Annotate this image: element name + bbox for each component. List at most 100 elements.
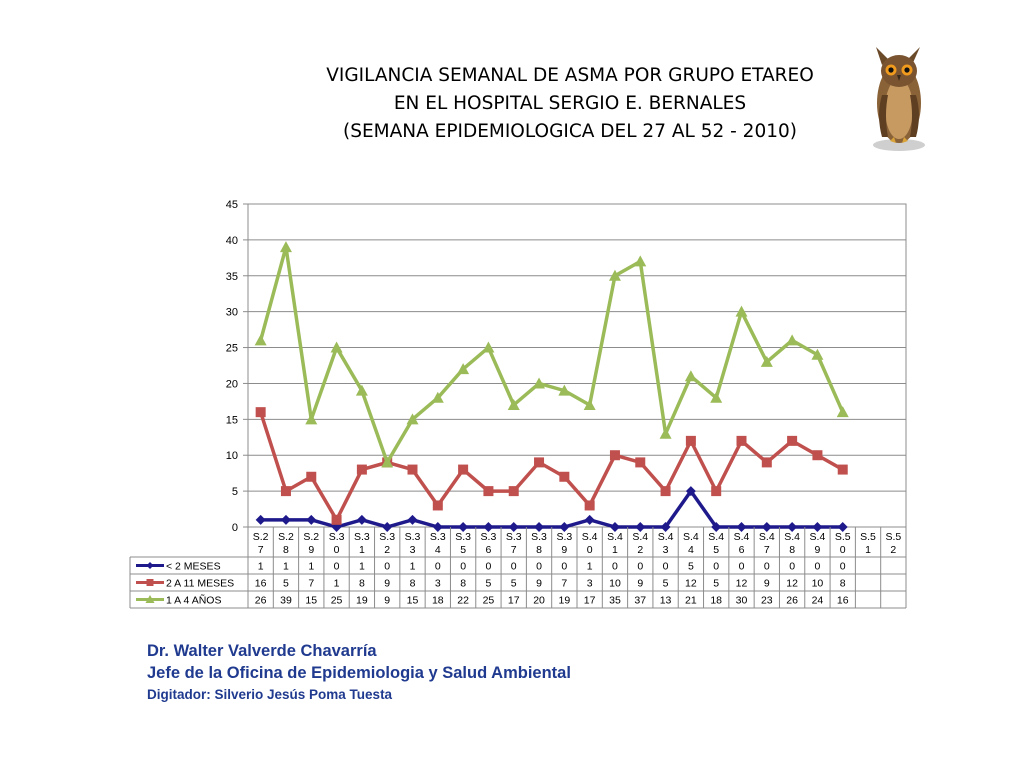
x-tick-label: S.2 (278, 531, 294, 543)
data-label: 19 (559, 595, 571, 607)
x-tick-label: S.2 (303, 531, 319, 543)
x-tick-label: 5 (460, 544, 466, 556)
data-label: 1 (587, 561, 593, 573)
x-tick-label: 6 (486, 544, 492, 556)
marker-square (483, 486, 494, 497)
series-line (258, 245, 845, 465)
data-label: 39 (280, 595, 292, 607)
data-label: 9 (637, 578, 643, 590)
marker-triangle (355, 384, 368, 396)
data-label: 8 (840, 578, 846, 590)
data-label: 8 (359, 578, 365, 590)
x-tick-label: S.5 (885, 531, 901, 543)
marker-square (146, 579, 154, 586)
data-label: 0 (637, 561, 643, 573)
x-tick-label: 8 (536, 544, 542, 556)
legend-label: < 2 MESES (166, 561, 221, 573)
data-label: 1 (308, 561, 314, 573)
y-tick-label: 15 (226, 414, 238, 426)
y-tick-label: 25 (226, 343, 238, 355)
data-label: 10 (609, 578, 621, 590)
x-tick-label: S.3 (481, 531, 497, 543)
marker-square (432, 500, 443, 511)
data-label: 26 (786, 595, 798, 607)
marker-diamond (508, 522, 519, 532)
marker-triangle (836, 406, 849, 418)
data-label: 8 (410, 578, 416, 590)
x-tick-label: 7 (764, 544, 770, 556)
data-label: 9 (536, 578, 542, 590)
marker-square (736, 435, 747, 446)
x-tick-label: S.4 (784, 531, 800, 543)
marker-diamond (382, 522, 393, 532)
x-tick-label: S.4 (683, 531, 699, 543)
marker-diamond (761, 522, 772, 532)
data-label: 12 (786, 578, 798, 590)
title-line-1: VIGILANCIA SEMANAL DE ASMA POR GRUPO ETA… (326, 65, 814, 86)
marker-diamond (534, 522, 545, 532)
marker-square (787, 435, 798, 446)
marker-square (711, 486, 722, 497)
marker-triangle (811, 348, 824, 360)
data-label: 21 (685, 595, 697, 607)
marker-triangle (381, 456, 394, 468)
x-tick-label: S.4 (607, 531, 623, 543)
marker-diamond (609, 522, 620, 532)
marker-triangle (659, 427, 672, 439)
marker-square (508, 486, 519, 497)
x-tick-label: S.2 (253, 531, 269, 543)
data-label: 0 (713, 561, 719, 573)
x-tick-label: 0 (334, 544, 340, 556)
data-label: 3 (435, 578, 441, 590)
marker-square (584, 500, 595, 511)
marker-diamond (306, 514, 317, 525)
data-label: 30 (736, 595, 748, 607)
marker-triangle (507, 398, 520, 410)
y-tick-label: 20 (226, 378, 238, 390)
data-label: 0 (764, 561, 770, 573)
data-label: 0 (435, 561, 441, 573)
data-table: S.27S.28S.29S.30S.31S.32S.33S.34S.35S.36… (129, 527, 907, 609)
data-label: 18 (710, 595, 722, 607)
x-tick-label: S.4 (658, 531, 674, 543)
data-label: 5 (511, 578, 517, 590)
marker-diamond (280, 514, 291, 525)
x-tick-label: S.4 (632, 531, 648, 543)
x-tick-label: S.4 (810, 531, 826, 543)
data-label: 3 (587, 578, 593, 590)
y-tick-label: 40 (226, 235, 238, 247)
marker-diamond (356, 514, 367, 525)
marker-square (635, 457, 646, 468)
marker-triangle (457, 363, 470, 375)
y-tick-label: 0 (232, 522, 238, 534)
x-tick-label: S.4 (734, 531, 750, 543)
marker-square (255, 407, 266, 418)
x-tick-label: 2 (637, 544, 643, 556)
chart-title: VIGILANCIA SEMANAL DE ASMA POR GRUPO ETA… (250, 62, 890, 146)
y-tick-label: 35 (226, 271, 238, 283)
marker-diamond (483, 522, 494, 532)
data-label: 0 (536, 561, 542, 573)
data-label: 16 (837, 595, 849, 607)
data-label: 9 (384, 595, 390, 607)
y-tick-label: 30 (226, 307, 238, 319)
marker-triangle (431, 391, 444, 403)
marker-diamond (837, 522, 848, 532)
title-line-3: (SEMANA EPIDEMIOLOGICA DEL 27 AL 52 - 20… (343, 121, 797, 142)
marker-square (534, 457, 545, 468)
x-tick-label: S.3 (556, 531, 572, 543)
data-label: 12 (736, 578, 748, 590)
marker-triangle (608, 269, 621, 281)
marker-square (761, 457, 772, 468)
marker-triangle (533, 377, 546, 389)
data-label: 5 (713, 578, 719, 590)
y-tick-label: 45 (226, 199, 238, 211)
data-label: 12 (685, 578, 697, 590)
marker-triangle (710, 391, 723, 403)
x-tick-label: 0 (587, 544, 593, 556)
marker-triangle (786, 334, 799, 346)
x-tick-label: 1 (359, 544, 365, 556)
x-tick-label: S.5 (860, 531, 876, 543)
data-label: 20 (533, 595, 545, 607)
marker-diamond (146, 562, 154, 569)
